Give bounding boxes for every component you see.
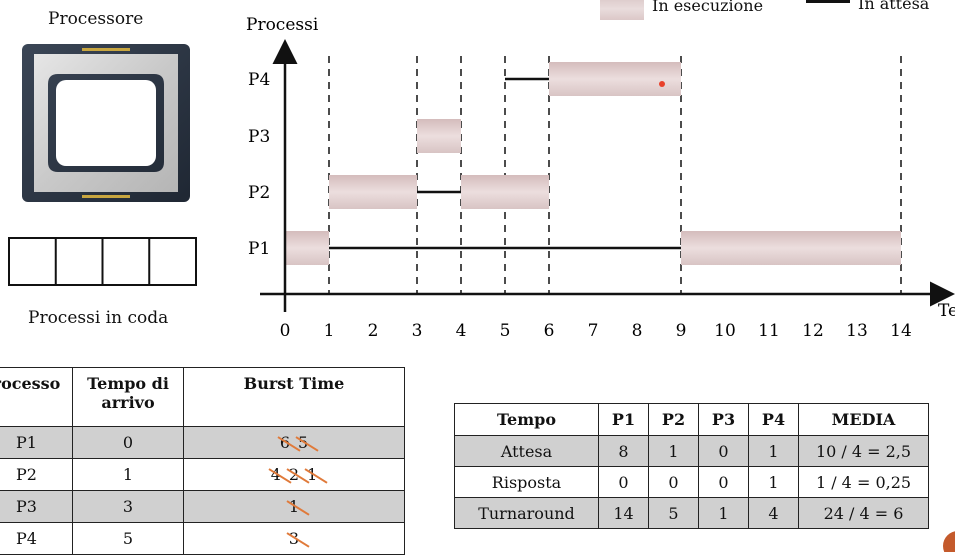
x-tick-label: 5 <box>500 321 511 341</box>
x-tick-label: 11 <box>758 321 780 341</box>
struck-burst-value: 6 <box>279 433 290 452</box>
stats-header-tempo: Tempo <box>454 403 599 436</box>
stats-cell: Turnaround <box>454 497 599 529</box>
stats-header-p4: P4 <box>748 403 799 436</box>
stats-cell: 10 / 4 = 2,5 <box>798 435 929 467</box>
stats-table: Tempo P1 P2 P3 P4 MEDIA Attesa 8 1 0 1 10 / 4… <box>454 403 929 529</box>
header-arrival: Tempo di arrivo <box>72 367 184 427</box>
x-tick-label: 12 <box>802 321 824 341</box>
stats-cell: 0 <box>648 466 699 498</box>
cpu-title: Processore <box>48 9 144 29</box>
arrival-cell: 0 <box>72 426 184 459</box>
row-label-p3: P3 <box>248 127 270 147</box>
queue-caption: Processi in coda <box>28 308 169 328</box>
stats-cell: 0 <box>598 466 649 498</box>
x-tick-label: 14 <box>890 321 912 341</box>
arrival-cell: 3 <box>72 490 184 523</box>
header-burst: Burst Time <box>183 367 405 427</box>
process-cell: P1 <box>0 426 73 459</box>
legend-running-swatch <box>600 0 644 20</box>
legend-waiting-swatch <box>806 0 850 3</box>
legend-running-label: In esecuzione <box>652 0 764 15</box>
stats-cell: 4 <box>748 497 799 529</box>
stats-cell: 1 <box>748 466 799 498</box>
process-cell: P3 <box>0 490 73 523</box>
x-tick-label: 2 <box>368 321 379 341</box>
page-corner-badge <box>941 529 955 552</box>
x-tick-label: 3 <box>412 321 423 341</box>
table-row: P3 3 1 <box>0 490 405 523</box>
table-row: P1 0 6 5 <box>0 426 405 459</box>
running-bar-p4 <box>549 62 681 96</box>
process-cell: P2 <box>0 458 73 491</box>
x-tick-label: 0 <box>280 321 291 341</box>
header-process: rocesso <box>0 367 73 427</box>
running-bar-p2 <box>329 175 417 209</box>
table-row: P2 1 4 2 1 <box>0 458 405 491</box>
stats-cell: 5 <box>648 497 699 529</box>
y-axis-label: Processi <box>246 15 319 35</box>
struck-burst-value: 5 <box>298 433 309 452</box>
stats-cell: 1 <box>748 435 799 467</box>
arrival-cell: 1 <box>72 458 184 491</box>
row-label-p4: P4 <box>248 70 270 90</box>
row-label-p2: P2 <box>248 183 270 203</box>
legend-waiting-label: In attesa <box>858 0 930 13</box>
stats-cell: 24 / 4 = 6 <box>798 497 929 529</box>
x-tick-label: 6 <box>544 321 555 341</box>
struck-burst-value: 1 <box>307 465 318 484</box>
row-label-p1: P1 <box>248 239 270 259</box>
process-queue <box>8 237 197 286</box>
x-tick-label: 7 <box>588 321 599 341</box>
x-tick-label: 10 <box>714 321 736 341</box>
x-tick-label: 4 <box>456 321 467 341</box>
struck-burst-value: 4 <box>270 465 281 484</box>
table-row: Attesa 8 1 0 1 10 / 4 = 2,5 <box>454 435 929 467</box>
running-bar-p2 <box>461 175 549 209</box>
x-tick-label: 13 <box>846 321 868 341</box>
stats-cell: 0 <box>698 435 749 467</box>
x-axis-label: Te <box>938 301 955 321</box>
pointer-dot-icon <box>659 81 665 87</box>
table-row: Risposta 0 0 0 1 1 / 4 = 0,25 <box>454 466 929 498</box>
stats-header-p1: P1 <box>598 403 649 436</box>
x-tick-label: 9 <box>676 321 687 341</box>
burst-cell: 1 <box>183 490 405 523</box>
stats-header-p2: P2 <box>648 403 699 436</box>
running-bar-p3 <box>417 119 461 153</box>
stats-cell: 8 <box>598 435 649 467</box>
stats-header-p3: P3 <box>698 403 749 436</box>
struck-burst-value: 3 <box>288 529 300 548</box>
x-tick-label: 8 <box>632 321 643 341</box>
running-bar-p1 <box>681 231 901 265</box>
arrival-table: rocesso Tempo di arrivo Burst Time P1065… <box>0 367 405 555</box>
table-row: Turnaround 14 5 1 4 24 / 4 = 6 <box>454 497 929 529</box>
stats-header-media: MEDIA <box>798 403 929 436</box>
stats-cell: 14 <box>598 497 649 529</box>
struck-burst-value: 1 <box>288 497 300 516</box>
running-bar-p1 <box>285 231 329 265</box>
stats-cell: 1 / 4 = 0,25 <box>798 466 929 498</box>
stats-cell: 0 <box>698 466 749 498</box>
struck-burst-value: 2 <box>288 465 300 484</box>
stats-cell: 1 <box>648 435 699 467</box>
stats-cell: Attesa <box>454 435 599 467</box>
stats-cell: Risposta <box>454 466 599 498</box>
stats-cell: 1 <box>698 497 749 529</box>
cpu-chip-icon <box>22 44 190 202</box>
x-tick-label: 1 <box>324 321 335 341</box>
